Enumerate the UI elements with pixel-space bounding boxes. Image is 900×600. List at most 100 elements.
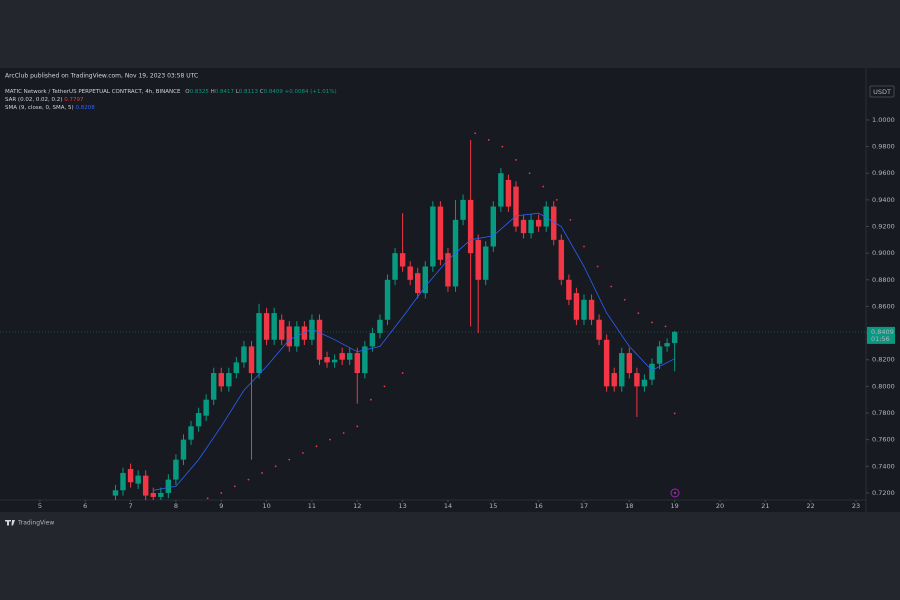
candle-body	[346, 353, 353, 360]
candle-body	[551, 206, 557, 240]
candle-body	[180, 439, 187, 460]
candle-body	[437, 206, 444, 260]
candle-body	[263, 313, 270, 340]
x-tick-label: 16	[535, 502, 543, 510]
candle-body	[634, 373, 640, 387]
y-tick-label: 0.9400	[872, 196, 895, 204]
x-tick-label: 18	[625, 502, 633, 510]
last-price-box	[867, 326, 895, 344]
candle-body	[165, 479, 172, 493]
change: +0.0084 (+1.01%)	[285, 89, 337, 95]
ohlc-letter: C	[260, 89, 264, 95]
sma-line	[153, 212, 675, 491]
sar-dot	[247, 478, 250, 481]
ohlc-value: 0.8113	[239, 89, 259, 95]
y-tick-label: 0.7400	[872, 462, 895, 470]
sar-dot	[288, 458, 291, 461]
sar-dot	[664, 325, 667, 328]
candle-body	[241, 346, 247, 363]
candle-body	[581, 299, 587, 320]
candle-body	[520, 219, 527, 234]
candle-body	[566, 279, 572, 300]
sar-dot	[329, 438, 331, 441]
candle-body	[490, 206, 497, 247]
legend-main: MATIC Network / TetherUS PERPETUAL CONTR…	[5, 89, 337, 95]
y-tick-label: 0.9200	[872, 223, 895, 231]
y-tick-label: 0.7600	[872, 436, 895, 444]
ohlc-letter: L	[236, 89, 240, 95]
candle-body	[384, 279, 391, 320]
candle-body	[271, 313, 277, 340]
candle-body	[588, 299, 595, 320]
sar-dot	[555, 198, 558, 201]
sma-name: SMA (9, close, 0, SMA, 5)	[5, 105, 74, 111]
candle-body	[656, 346, 663, 364]
sar-dot	[301, 452, 304, 454]
sar-dot	[206, 497, 209, 500]
candle-body	[278, 319, 285, 340]
y-tick-label: 0.9600	[872, 169, 895, 177]
candle-body	[112, 490, 119, 496]
candle-body	[414, 273, 421, 294]
sar-dot	[569, 218, 572, 221]
legend-sma: SMA (9, close, 0, SMA, 5) 0.8208	[5, 105, 95, 111]
candle-body	[127, 468, 134, 483]
candle-body	[543, 206, 549, 227]
candle-body	[354, 353, 361, 374]
sar-dot	[501, 145, 504, 148]
sar-dot	[233, 485, 236, 488]
candle-body	[483, 246, 489, 280]
x-tick-label: 12	[353, 502, 361, 510]
candle-body	[498, 173, 504, 207]
candle-body	[407, 266, 413, 280]
candle-body	[256, 313, 262, 374]
currency[interactable]: USDT	[873, 88, 891, 96]
candle-body	[445, 253, 451, 287]
sar-dot	[474, 132, 477, 135]
candle-body	[195, 413, 202, 427]
sar-dot	[637, 312, 640, 315]
candle-body	[505, 179, 512, 207]
legend-sar: SAR (0.02, 0.02, 0.2) 0.7797	[5, 97, 84, 103]
y-tick-label: 0.8600	[872, 302, 895, 310]
ohlc-letter: O	[185, 89, 190, 95]
candle-body	[649, 363, 655, 380]
x-tick-label: 21	[761, 502, 769, 510]
y-tick-label: 0.7200	[872, 489, 895, 497]
sar-dot	[542, 185, 545, 188]
y-tick-label: 0.8000	[872, 382, 895, 390]
candle-body	[528, 219, 534, 234]
event-icon-dot	[673, 491, 677, 495]
candle-body	[596, 319, 602, 340]
candle-body	[399, 253, 406, 267]
x-tick-label: 13	[398, 502, 406, 510]
brand: TradingView	[17, 520, 54, 527]
candle-body	[210, 373, 217, 400]
sar-dot	[673, 412, 676, 415]
candle-body	[188, 426, 194, 440]
event-icon[interactable]	[670, 488, 680, 498]
x-tick-label: 6	[83, 502, 87, 510]
currency-box[interactable]	[869, 85, 895, 98]
x-tick-label: 5	[38, 502, 42, 510]
ohlc-letter: H	[211, 89, 215, 95]
ohlc-value: 0.8409	[264, 89, 284, 95]
candle-body	[603, 339, 610, 387]
ohlc-value: 0.8325	[190, 89, 210, 95]
candle-body	[301, 326, 308, 340]
sar-dot	[623, 298, 626, 301]
candle-body	[203, 399, 209, 416]
candle-body	[362, 346, 368, 374]
candle-body	[248, 346, 255, 374]
sar-value: 0.7797	[64, 97, 84, 103]
chart-panel	[0, 68, 900, 512]
candle-body	[142, 475, 149, 496]
candle-body	[331, 359, 338, 363]
candle-body	[324, 357, 330, 363]
x-tick-label: 17	[580, 502, 588, 510]
sar-dot	[610, 285, 613, 288]
y-tick-label: 1.0000	[872, 116, 895, 124]
sar-dot	[487, 139, 490, 141]
sar-dot	[315, 445, 318, 448]
candle-body	[233, 362, 240, 374]
